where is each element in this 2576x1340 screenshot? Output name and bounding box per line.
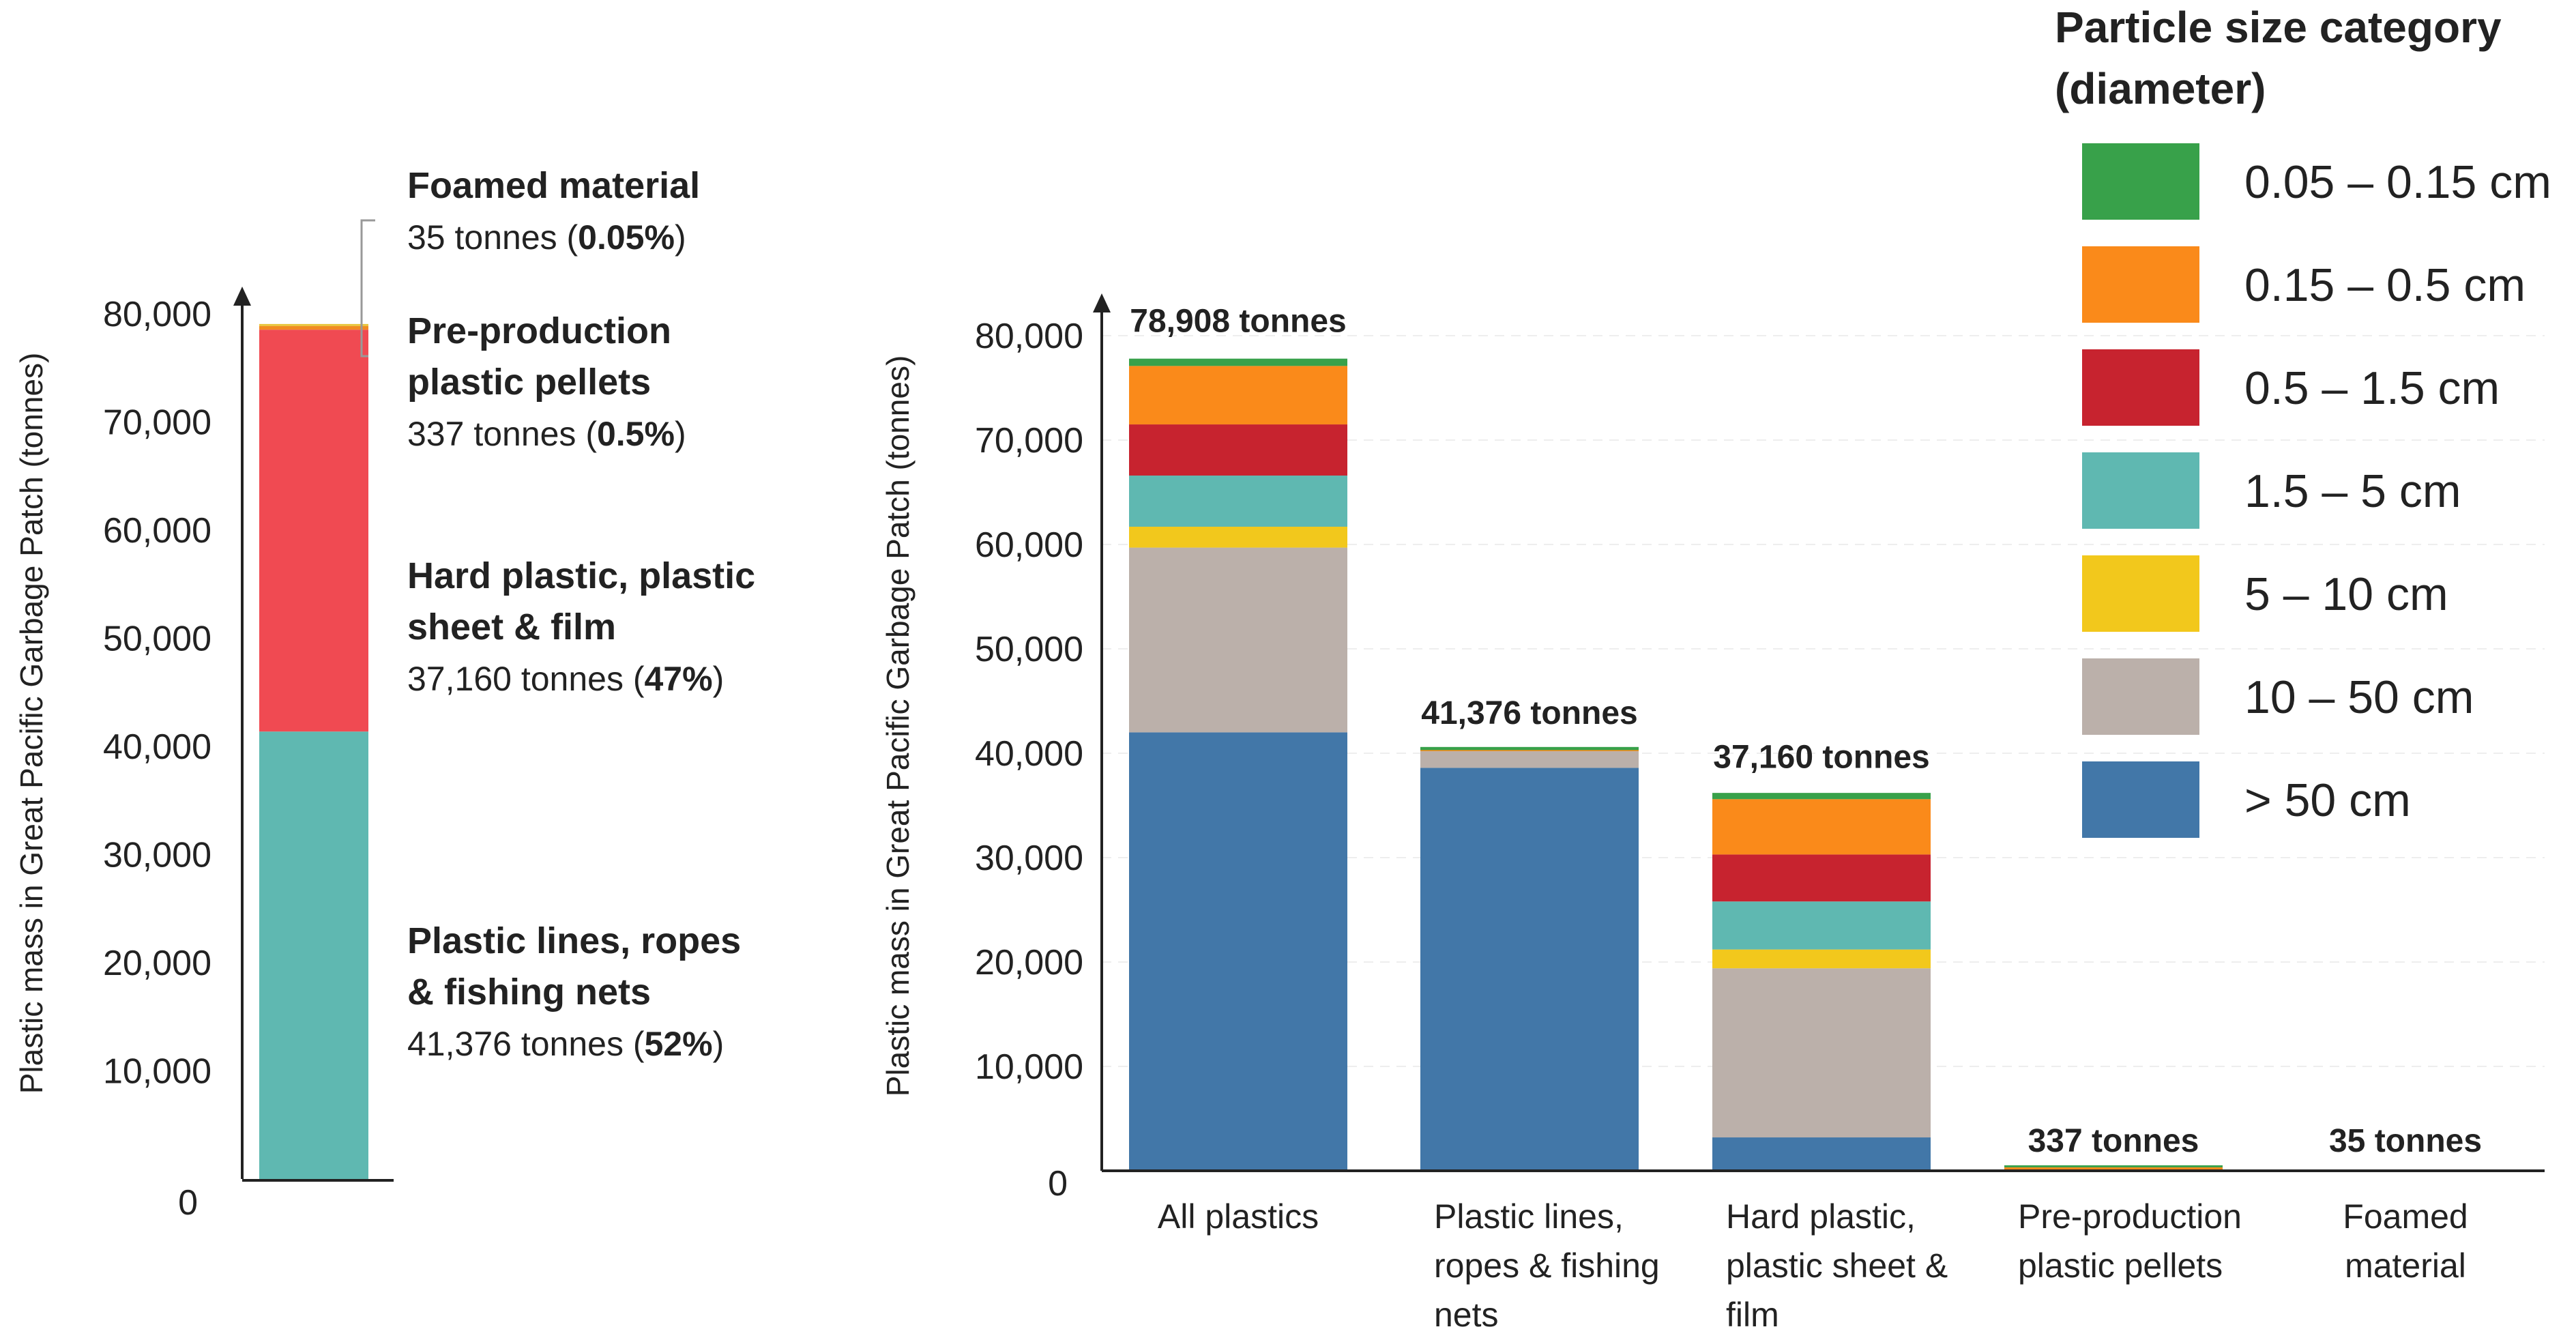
svg-text:337 tonnes (0.5%): 337 tonnes (0.5%): [407, 415, 686, 453]
bar-segment-hard-plastic-plastic-sheet-film-0-15-0-5-cm: [1712, 799, 1931, 855]
bar-segment-all-plastics-1-5-5-cm: [1129, 476, 1347, 527]
left-y-tick-label: 30,000: [103, 836, 211, 875]
bar-segment-hard-plastic-plastic-sheet-film-0-5-1-5-cm: [1712, 854, 1931, 902]
bar-segment-plastic-lines-ropes-fishing-nets-50-cm: [1420, 768, 1639, 1171]
legend-swatch-5-10-cm: [2082, 555, 2199, 632]
legend-swatch-0-05-0-15-cm: [2082, 143, 2199, 220]
left-y-tick-label: 50,000: [103, 620, 211, 659]
svg-text:41,376 tonnes (52%): 41,376 tonnes (52%): [407, 1025, 724, 1063]
svg-text:plastic pellets: plastic pellets: [407, 362, 651, 403]
right-y-tick-label: 20,000: [975, 943, 1083, 982]
svg-text:35 tonnes (0.05%): 35 tonnes (0.05%): [407, 218, 686, 257]
right-y-tick-label: 60,000: [975, 525, 1083, 565]
legend-label: 10 – 50 cm: [2244, 671, 2474, 723]
legend-swatch-0-5-1-5-cm: [2082, 349, 2199, 426]
right-y-tick-label: 0: [1048, 1164, 1068, 1204]
left-y-tick-label: 40,000: [103, 727, 211, 767]
right-y-axis-arrow: [1093, 293, 1111, 312]
right-y-tick-label: 80,000: [975, 317, 1083, 356]
bar-segment-all-plastics-50-cm: [1129, 732, 1347, 1171]
x-category-label: All plastics: [1158, 1197, 1319, 1236]
annotation-hard-plastic: Hard plastic, plastic sheet & film 37,16…: [407, 555, 755, 698]
bar-total-label: 41,376 tonnes: [1421, 695, 1637, 731]
annotation-lines-ropes: Plastic lines, ropes & fishing nets 41,3…: [407, 920, 741, 1063]
right-stacked-bar-chart: Plastic mass in Great Pacific Garbage Pa…: [880, 293, 2545, 1334]
annotation-foamed: Foamed material 35 tonnes (0.05%): [407, 165, 700, 257]
left-y-tick-label: 80,000: [103, 295, 211, 334]
left-bar-segment-foamed-material: [259, 323, 368, 326]
legend-label: 5 – 10 cm: [2244, 568, 2448, 620]
svg-text:sheet & film: sheet & film: [407, 607, 616, 647]
right-y-tick-label: 50,000: [975, 630, 1083, 669]
x-category-label: plastic sheet &: [1726, 1247, 1948, 1285]
bar-segment-all-plastics-0-15-0-5-cm: [1129, 366, 1347, 425]
x-category-label: material: [2345, 1247, 2466, 1285]
left-y-tick-label: 0: [178, 1183, 198, 1223]
bar-segment-pre-production-plastic-pellets-0-05-0-15-cm: [2004, 1165, 2223, 1167]
left-y-tick-label: 60,000: [103, 511, 211, 551]
right-y-axis-label: Plastic mass in Great Pacific Garbage Pa…: [880, 355, 916, 1097]
left-y-tick-label: 70,000: [103, 403, 211, 443]
left-bar-segment-plastic-lines-ropes-fishing-nets: [259, 731, 368, 1179]
legend: Particle size category (diameter) 0.05 –…: [2055, 3, 2551, 838]
bar-segment-hard-plastic-plastic-sheet-film-5-10-cm: [1712, 949, 1931, 969]
bar-segment-all-plastics-0-05-0-15-cm: [1129, 358, 1347, 366]
bar-segment-plastic-lines-ropes-fishing-nets-0-05-0-15-cm: [1420, 746, 1639, 751]
svg-text:37,160 tonnes (47%): 37,160 tonnes (47%): [407, 660, 724, 698]
right-y-tick-label: 70,000: [975, 421, 1083, 461]
legend-label: > 50 cm: [2244, 774, 2411, 826]
right-y-tick-label: 10,000: [975, 1047, 1083, 1087]
svg-text:& fishing nets: & fishing nets: [407, 972, 651, 1013]
foamed-leader-line: [360, 219, 375, 358]
left-y-tick-label: 10,000: [103, 1052, 211, 1092]
annotation-pellets: Pre-production plastic pellets 337 tonne…: [407, 310, 686, 453]
x-category-label: ropes & fishing: [1434, 1247, 1660, 1285]
svg-text:Plastic lines, ropes: Plastic lines, ropes: [407, 920, 741, 961]
bar-segment-all-plastics-10-50-cm: [1129, 547, 1347, 733]
bar-segment-hard-plastic-plastic-sheet-film-50-cm: [1712, 1137, 1931, 1171]
legend-label: 0.15 – 0.5 cm: [2244, 259, 2526, 311]
bar-segment-hard-plastic-plastic-sheet-film-1-5-5-cm: [1712, 901, 1931, 950]
left-bar-segment-pre-production-plastic-pellets: [259, 325, 368, 330]
bar-segment-hard-plastic-plastic-sheet-film-10-50-cm: [1712, 968, 1931, 1138]
x-category-label: plastic pellets: [2018, 1247, 2223, 1285]
bar-segment-pre-production-plastic-pellets-0-15-0-5-cm: [2004, 1167, 2223, 1171]
legend-label: 0.05 – 0.15 cm: [2244, 156, 2551, 208]
legend-label: 0.5 – 1.5 cm: [2244, 362, 2500, 414]
left-stacked-bar-chart: Plastic mass in Great Pacific Garbage Pa…: [14, 165, 755, 1223]
legend-label: 1.5 – 5 cm: [2244, 465, 2461, 517]
svg-text:Foamed material: Foamed material: [407, 165, 700, 206]
legend-swatch-10-50-cm: [2082, 658, 2199, 735]
bar-total-label: 337 tonnes: [2028, 1123, 2199, 1159]
right-y-tick-label: 30,000: [975, 839, 1083, 878]
x-category-label: Plastic lines,: [1434, 1197, 1624, 1236]
legend-swatch-50-cm: [2082, 761, 2199, 838]
x-category-label: Pre-production: [2018, 1197, 2242, 1236]
legend-title-line-2: (diameter): [2055, 64, 2266, 113]
bar-segment-plastic-lines-ropes-fishing-nets-0-15-0-5-cm: [1420, 748, 1639, 751]
x-category-label: film: [1726, 1296, 1779, 1334]
svg-text:Pre-production: Pre-production: [407, 310, 671, 351]
x-category-label: Hard plastic,: [1726, 1197, 1916, 1236]
svg-text:Hard plastic, plastic: Hard plastic, plastic: [407, 555, 755, 596]
bar-segment-all-plastics-5-10-cm: [1129, 526, 1347, 548]
left-y-axis-arrow: [233, 287, 251, 306]
bar-total-label: 35 tonnes: [2329, 1123, 2482, 1159]
legend-title-line-1: Particle size category: [2055, 3, 2502, 52]
bar-total-label: 78,908 tonnes: [1130, 304, 1346, 340]
left-y-tick-label: 20,000: [103, 944, 211, 983]
bar-segment-all-plastics-0-5-1-5-cm: [1129, 424, 1347, 476]
bar-total-label: 37,160 tonnes: [1713, 739, 1929, 775]
right-y-tick-label: 40,000: [975, 734, 1083, 774]
legend-swatch-0-15-0-5-cm: [2082, 246, 2199, 323]
x-category-label: nets: [1434, 1296, 1499, 1334]
left-y-axis-label: Plastic mass in Great Pacific Garbage Pa…: [14, 353, 49, 1094]
left-bar-segment-hard-plastic-plastic-sheet-film: [259, 330, 368, 732]
x-category-label: Foamed: [2343, 1197, 2468, 1236]
bar-segment-plastic-lines-ropes-fishing-nets-10-50-cm: [1420, 751, 1639, 768]
bar-segment-hard-plastic-plastic-sheet-film-0-05-0-15-cm: [1712, 793, 1931, 800]
legend-swatch-1-5-5-cm: [2082, 452, 2199, 529]
